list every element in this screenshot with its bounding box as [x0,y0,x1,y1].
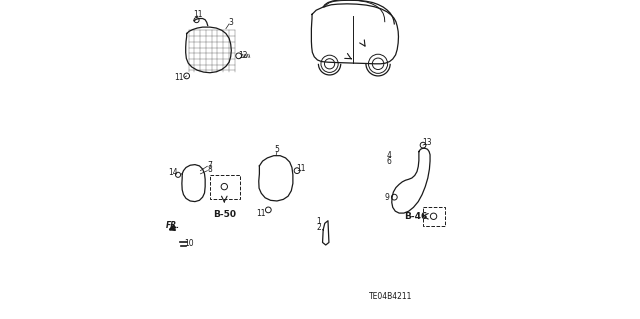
Text: 6: 6 [386,157,391,166]
Text: 4: 4 [386,151,391,160]
Text: 5: 5 [275,145,280,154]
Text: 11: 11 [193,10,202,19]
Text: 8: 8 [207,165,212,174]
Text: 2: 2 [316,223,321,232]
Text: B-46: B-46 [404,212,428,221]
Text: TE04B4211: TE04B4211 [369,292,412,301]
Text: 10: 10 [184,239,194,248]
Text: 7: 7 [207,161,212,170]
Text: 11: 11 [296,164,306,173]
Text: 9: 9 [385,193,389,202]
Text: 3: 3 [228,19,233,27]
Text: 12: 12 [238,51,248,60]
Text: FR.: FR. [166,221,180,230]
Text: 14: 14 [168,168,177,177]
Text: B-50: B-50 [212,210,236,219]
Text: 11: 11 [256,209,266,218]
Text: 13: 13 [422,138,431,147]
Text: 11: 11 [174,73,184,82]
Text: 1: 1 [316,217,321,226]
